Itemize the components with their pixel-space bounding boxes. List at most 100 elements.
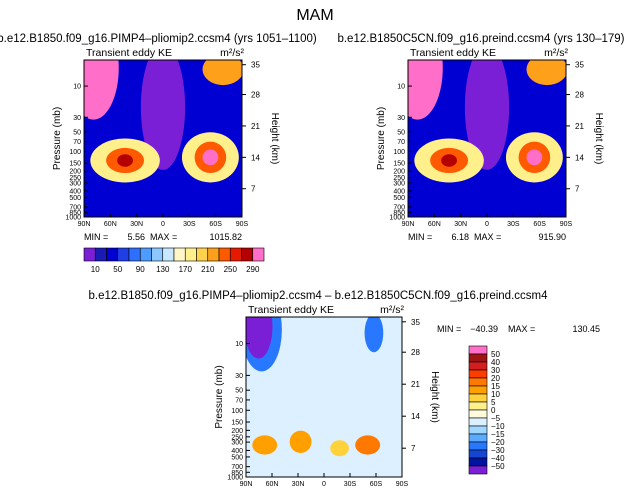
colorbar-label: −10	[491, 422, 505, 431]
y2-tick-label: 7	[575, 185, 580, 194]
y-axis-title: Pressure (mb)	[376, 107, 387, 170]
colorbar-swatch-4	[128, 247, 141, 262]
colorbar-swatch-10	[196, 247, 209, 262]
stat-max-label: MAX =	[150, 232, 177, 242]
y-tick-label: 300	[69, 180, 81, 187]
x-tick-label: 30S	[507, 221, 520, 228]
y2-tick-label: 35	[411, 318, 420, 327]
contour-region-9	[330, 440, 349, 457]
y-tick-label: 500	[231, 454, 243, 461]
y2-axis-title: Height (km)	[269, 113, 280, 165]
y-tick-label: 1000	[227, 475, 243, 482]
y-tick-label: 500	[393, 195, 405, 202]
y2-tick-label: 7	[411, 444, 416, 453]
contour-region-7	[441, 154, 457, 167]
stat-min-label: MIN =	[408, 232, 432, 242]
y2-axis-title: Height (km)	[593, 113, 604, 165]
y-tick-label: 10	[73, 84, 81, 91]
contour-region-4	[202, 60, 242, 86]
colorbar-swatch-0	[468, 345, 488, 355]
contour-region-8	[355, 435, 381, 455]
y-tick-label: 250	[69, 175, 81, 182]
contour-region-1	[84, 60, 113, 112]
y2-tick-label: 14	[251, 153, 260, 162]
x-tick-label: 60N	[104, 221, 117, 228]
colorbar-swatch-8	[173, 247, 186, 262]
y2-tick-label: 28	[251, 91, 260, 100]
stat-min-label: MIN =	[84, 232, 108, 242]
y-tick-label: 150	[393, 161, 405, 168]
x-tick-label: 90S	[396, 481, 409, 488]
colorbar-swatch-13	[468, 449, 488, 459]
y-tick-label: 10	[397, 84, 405, 91]
y-tick-label: 300	[231, 440, 243, 447]
stat-min-value: 5.56	[127, 232, 145, 242]
contour-region-10	[526, 149, 543, 166]
stat-min-value: −40.39	[470, 324, 498, 334]
colorbar-swatch-6	[468, 393, 488, 403]
colorbar-label: 40	[491, 358, 500, 367]
y-tick-label: 250	[231, 434, 243, 441]
y-tick-label: 300	[393, 180, 405, 187]
colorbar-label: 210	[201, 265, 215, 274]
colorbar-swatch-6	[151, 247, 164, 262]
colorbar-swatch-9	[468, 417, 488, 427]
y-tick-label: 1000	[389, 215, 405, 222]
field-label: Transient eddy KE	[248, 304, 334, 316]
colorbar-label: 290	[246, 265, 260, 274]
contour-region-10	[202, 149, 219, 166]
x-tick-label: 30N	[292, 481, 305, 488]
units-label: m²/s²	[544, 47, 568, 59]
y-tick-label: 200	[231, 428, 243, 435]
y-tick-label: 50	[73, 129, 81, 136]
page-title: MAM	[296, 7, 333, 24]
stat-min-value: 6.18	[451, 232, 469, 242]
colorbar-swatch-7	[468, 401, 488, 411]
colorbar-label: 15	[491, 382, 500, 391]
colorbar-swatch-10	[468, 425, 488, 435]
colorbar-label: −5	[491, 414, 501, 423]
x-tick-label: 0	[485, 221, 489, 228]
colorbar-label: −50	[491, 462, 505, 471]
contour-region-1	[408, 60, 437, 112]
x-tick-label: 60S	[533, 221, 546, 228]
colorbar-label: −30	[491, 446, 505, 455]
y-tick-label: 850	[393, 210, 405, 217]
panel-title: b.e12.B1850C5CN.f09_g16.preind.ccsm4 (yr…	[337, 33, 624, 45]
contour-field	[408, 60, 566, 217]
y2-tick-label: 28	[411, 348, 420, 357]
colorbar-swatch-15	[252, 247, 265, 262]
x-tick-label: 0	[161, 221, 165, 228]
field-label: Transient eddy KE	[86, 47, 172, 59]
y-tick-label: 400	[393, 188, 405, 195]
x-tick-label: 60N	[266, 481, 279, 488]
contour-region-4	[364, 317, 384, 353]
units-label: m²/s²	[380, 304, 404, 316]
colorbar-label: −40	[491, 454, 505, 463]
y2-tick-label: 21	[251, 122, 260, 131]
x-tick-label: 30N	[454, 221, 467, 228]
colorbar-label: −20	[491, 438, 505, 447]
colorbar-label: 5	[491, 398, 496, 407]
x-tick-label: 30S	[344, 481, 357, 488]
colorbar-swatch-11	[468, 433, 488, 443]
y2-tick-label: 21	[411, 380, 420, 389]
stat-min-label: MIN =	[437, 324, 461, 334]
y2-tick-label: 35	[575, 61, 584, 70]
colorbar-swatch-14	[468, 457, 488, 467]
x-tick-label: 60S	[209, 221, 222, 228]
colorbar-label: 170	[179, 265, 193, 274]
y-tick-label: 70	[397, 139, 405, 146]
stat-max-label: MAX =	[508, 324, 535, 334]
y-tick-label: 70	[235, 397, 243, 404]
y-tick-label: 50	[235, 388, 243, 395]
colorbar-label: −15	[491, 430, 505, 439]
x-tick-label: 90N	[78, 221, 91, 228]
colorbar-swatch-12	[218, 247, 231, 262]
colorbar-swatch-12	[468, 441, 488, 451]
y-tick-label: 150	[231, 420, 243, 427]
y-tick-label: 200	[69, 169, 81, 176]
contour-field	[84, 60, 242, 217]
stat-max-label: MAX =	[474, 232, 501, 242]
